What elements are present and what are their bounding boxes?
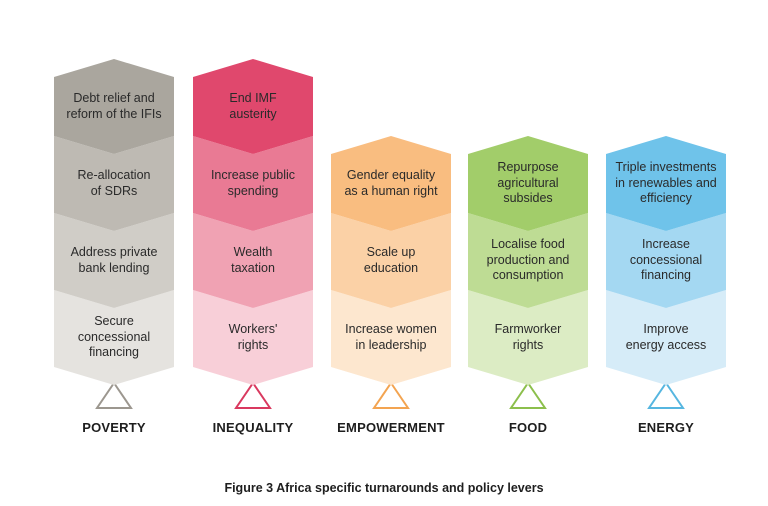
energy-lever-2-text: Increase concessional financing <box>612 237 720 284</box>
triangle-icon <box>509 381 547 409</box>
empowerment-lever-2-text: Scale up education <box>337 245 445 276</box>
food-lever-2-text: Localise food production and consumption <box>474 237 582 284</box>
lever-text-line: Scale up <box>366 245 416 259</box>
food-lever-3-text: Farmworker rights <box>474 322 582 353</box>
lever-text-line: spending <box>227 183 279 198</box>
poverty-lever-1: Debt relief and reform of the IFIs <box>54 59 174 154</box>
triangle-icon <box>234 381 272 409</box>
pillar-poverty: Debt relief and reform of the IFIs Re-allo… <box>54 59 174 385</box>
lever-text-line: Address private <box>70 245 158 259</box>
lever-text-line: financing <box>88 345 140 360</box>
lever-text-line: Wealth <box>233 245 273 259</box>
pillar-label-food: FOOD <box>508 420 548 435</box>
lever-text-line: Repurpose <box>497 160 559 175</box>
lever-text-line: energy access <box>625 337 707 352</box>
lever-text-line: consumption <box>492 268 564 283</box>
pillar-label-empowerment: EMPOWERMENT <box>337 420 445 435</box>
figure-caption: Figure 3 Africa specific turnarounds and… <box>224 481 544 495</box>
lever-text-line: Gender equality <box>346 168 436 182</box>
pillar-energy: Triple investments in renewables and effic… <box>606 136 726 385</box>
lever-text-line: End IMF <box>229 91 277 105</box>
lever-text-line: in leadership <box>355 337 427 352</box>
lever-text-line: subsides <box>503 191 553 206</box>
pillar-label-poverty: POVERTY <box>82 420 146 435</box>
inequality-lever-1: End IMF austerity <box>193 59 313 154</box>
lever-text-line: Re-allocation <box>77 168 151 182</box>
empowerment-lever-1-text: Gender equality as a human right <box>337 168 445 199</box>
lever-text-line: financing <box>640 268 692 283</box>
poverty-lever-3-text: Address private bank lending <box>60 245 168 276</box>
triangle-icon <box>372 381 410 409</box>
empowerment-lever-1: Gender equality as a human right <box>331 136 451 231</box>
lever-text-line: agricultural <box>497 175 559 190</box>
lever-text-line: of SDRs <box>90 183 138 198</box>
lever-text-line: Increase public <box>210 168 296 182</box>
pillar-inequality: End IMF austerity Increase public spending W… <box>193 59 313 385</box>
lever-text-line: taxation <box>231 260 275 275</box>
pillar-empowerment: Gender equality as a human right Scale up e… <box>331 136 451 385</box>
lever-text-line: rights <box>237 337 269 352</box>
lever-text-line: in renewables and <box>615 175 717 190</box>
lever-text-line: production and <box>486 252 570 267</box>
inequality-lever-2-text: Increase public spending <box>199 168 307 199</box>
pillar-label-energy: ENERGY <box>637 420 695 435</box>
energy-lever-1: Triple investments in renewables and effic… <box>606 136 726 231</box>
poverty-lever-4-text: Secure concessional financing <box>60 314 168 361</box>
poverty-lever-1-text: Debt relief and reform of the IFIs <box>60 91 168 122</box>
triangle-icon <box>647 381 685 409</box>
inequality-lever-1-text: End IMF austerity <box>199 91 307 122</box>
lever-text-line: Farmworker <box>494 322 562 336</box>
lever-text-line: as a human right <box>344 183 438 198</box>
inequality-lever-4-text: Workers' rights <box>199 322 307 353</box>
pillar-label-inequality: INEQUALITY <box>212 420 294 435</box>
lever-text-line: bank lending <box>78 260 150 275</box>
poverty-lever-2-text: Re-allocation of SDRs <box>60 168 168 199</box>
food-lever-1-text: Repurpose agricultural subsides <box>474 160 582 207</box>
triangle-icon <box>95 381 133 409</box>
energy-lever-1-text: Triple investments in renewables and effic… <box>612 160 720 207</box>
inequality-lever-3-text: Wealth taxation <box>199 245 307 276</box>
lever-text-line: Triple investments <box>615 160 717 175</box>
lever-text-line: education <box>363 260 419 275</box>
lever-text-line: Secure <box>94 314 134 329</box>
lever-text-line: Debt relief and <box>73 91 155 105</box>
lever-text-line: Increase women <box>345 322 437 336</box>
lever-text-line: concessional <box>77 329 151 344</box>
lever-text-line: rights <box>512 337 544 352</box>
lever-text-line: Increase <box>642 237 690 252</box>
lever-text-line: reform of the IFIs <box>66 106 162 121</box>
poverty-lever-3: Address private bank lending <box>54 213 174 308</box>
lever-text-line: efficiency <box>640 191 692 206</box>
lever-text-line: austerity <box>229 106 277 121</box>
lever-text-line: Improve <box>643 322 689 336</box>
empowerment-lever-3-text: Increase women in leadership <box>337 322 445 353</box>
pillar-food: Repurpose agricultural subsides Localise fo… <box>468 136 588 385</box>
lever-text-line: Localise food <box>491 237 565 252</box>
energy-lever-3-text: Improve energy access <box>612 322 720 353</box>
lever-text-line: concessional <box>629 252 703 267</box>
food-lever-1: Repurpose agricultural subsides <box>468 136 588 231</box>
lever-text-line: Workers' <box>228 322 278 336</box>
